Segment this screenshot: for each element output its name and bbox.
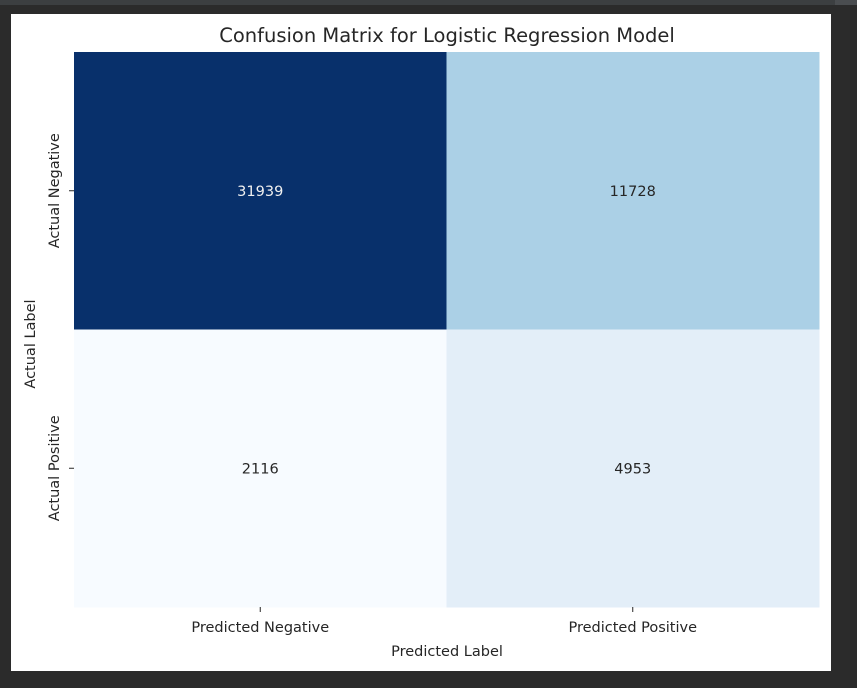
heatmap-cell [446, 329, 820, 608]
x-tick-label: Predicted Negative [191, 620, 329, 636]
x-axis-label: Predicted Label [391, 644, 503, 660]
cell-value-label: 31939 [237, 184, 283, 200]
axis-ticks: Predicted Negative Predicted Positive Actu… [47, 133, 697, 636]
heatmap-cell [74, 52, 447, 330]
x-tick-label: Predicted Positive [568, 620, 697, 636]
cell-value-label: 4953 [614, 461, 651, 477]
window-top-strip-accent [835, 0, 857, 5]
chart-title: Confusion Matrix for Logistic Regression… [219, 24, 675, 47]
y-tick-label: Actual Positive [47, 415, 63, 521]
window-top-strip [0, 0, 857, 5]
figure-canvas: Confusion Matrix for Logistic Regression… [11, 14, 831, 671]
cell-value-label: 2116 [242, 461, 279, 477]
y-axis-label: Actual Label [23, 299, 39, 388]
heatmap-cell [446, 52, 820, 330]
confusion-matrix-chart: Confusion Matrix for Logistic Regression… [23, 24, 820, 660]
heatmap-cell [74, 329, 447, 608]
cell-value-label: 11728 [610, 184, 656, 200]
heatmap-cells: 31939 11728 2116 4953 [74, 52, 820, 608]
y-tick-label: Actual Negative [47, 133, 63, 248]
